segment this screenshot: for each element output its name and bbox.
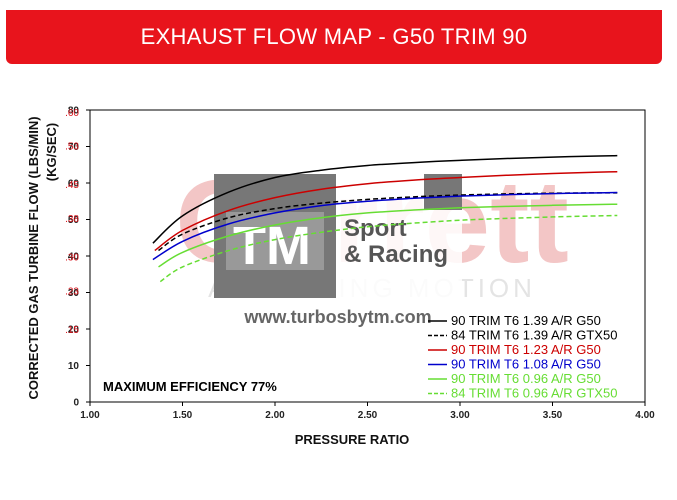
secondary-y-tick-label: .15 [65, 325, 79, 336]
y-tick-label: 20 [68, 325, 80, 336]
secondary-y-tick-label: .23 [65, 286, 79, 297]
legend-entry: 90 TRIM T6 1.23 A/R G50 [451, 342, 601, 357]
series-line [154, 170, 618, 252]
y-tick-label: 30 [68, 288, 80, 299]
secondary-y-tick-label: .45 [65, 180, 79, 191]
x-tick-label: 1.00 [80, 410, 100, 421]
tm-logo-mark [226, 212, 324, 270]
series-line [152, 154, 618, 244]
secondary-y-tick-label: .30 [65, 253, 79, 264]
y-tick-label: 80 [68, 106, 80, 117]
y-tick-label: 40 [68, 252, 80, 263]
watermark-website: www.turbosbytm.com [243, 307, 431, 327]
legend-entry: 90 TRIM T6 1.39 A/R G50 [451, 313, 601, 328]
tm-logo-accent [424, 174, 462, 210]
legend-entry: 90 TRIM T6 0.96 A/R G50 [451, 371, 601, 386]
secondary-y-axis-title: (KG/SEC) [44, 123, 59, 182]
y-tick-label: 0 [73, 398, 79, 409]
legend-entry: 84 TRIM T6 1.39 A/R GTX50 [451, 328, 617, 343]
max-efficiency-note: MAXIMUM EFFICIENCY 77% [103, 379, 277, 394]
secondary-y-axis-ticks: .15 .23 .30 .38 .45 .53 .60 [65, 108, 79, 336]
x-tick-label: 4.00 [635, 410, 655, 421]
x-tick-label: 3.00 [450, 410, 470, 421]
y-axis-ticks: 0 10 20 30 40 50 60 70 80 [68, 106, 90, 409]
chart-title: EXHAUST FLOW MAP - G50 TRIM 90 [140, 24, 528, 49]
x-tick-label: 3.50 [543, 410, 563, 421]
legend-entry: 90 TRIM T6 1.08 A/R G50 [451, 357, 601, 372]
secondary-y-tick-label: .38 [65, 214, 79, 225]
secondary-y-tick-label: .60 [65, 108, 79, 119]
x-tick-label: 2.00 [265, 410, 285, 421]
x-axis-title: PRESSURE RATIO [295, 432, 410, 447]
y-tick-label: 50 [68, 215, 80, 226]
watermark: Garrett ADVANCING MOTION TM Sport & Raci… [175, 156, 568, 327]
title-banner: EXHAUST FLOW MAP - G50 TRIM 90 [6, 10, 662, 64]
x-tick-label: 1.50 [173, 410, 193, 421]
x-axis-ticks: 1.00 1.50 2.00 2.50 3.00 3.50 4.00 [80, 402, 655, 421]
series-line [152, 191, 618, 261]
series-lines [152, 154, 618, 283]
y-tick-label: 10 [68, 361, 80, 372]
series-line [158, 203, 618, 268]
series-line [158, 192, 618, 252]
legend-entry: 84 TRIM T6 0.96 A/R GTX50 [451, 386, 617, 401]
y-tick-label: 70 [68, 142, 80, 153]
y-axis-title: CORRECTED GAS TURBINE FLOW (LBS/MIN) [26, 116, 41, 399]
tm-logo-racing: & Racing [344, 241, 448, 268]
secondary-y-tick-label: .53 [65, 142, 79, 153]
tm-logo-dark-block [214, 174, 336, 298]
y-tick-label: 60 [68, 179, 80, 190]
x-tick-label: 2.50 [358, 410, 378, 421]
